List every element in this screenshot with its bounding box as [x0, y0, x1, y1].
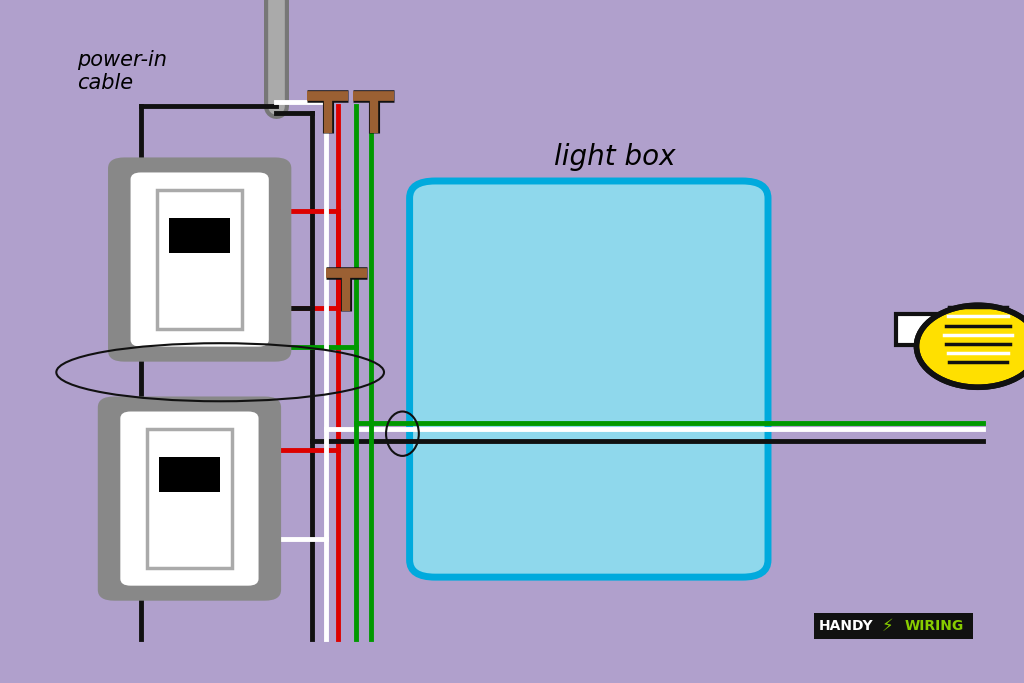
Circle shape — [916, 305, 1024, 387]
Bar — [158, 190, 243, 329]
Text: light box: light box — [554, 143, 675, 171]
Bar — [159, 457, 220, 492]
FancyBboxPatch shape — [109, 158, 292, 362]
Bar — [147, 429, 232, 568]
Text: WIRING: WIRING — [904, 619, 964, 632]
Bar — [169, 218, 230, 253]
Text: power-in
cable: power-in cable — [77, 50, 167, 94]
Bar — [814, 613, 973, 639]
FancyBboxPatch shape — [410, 181, 768, 577]
FancyBboxPatch shape — [131, 173, 268, 347]
FancyBboxPatch shape — [98, 396, 281, 601]
Text: ⚡: ⚡ — [882, 617, 894, 635]
Bar — [896, 314, 983, 345]
FancyBboxPatch shape — [121, 411, 258, 585]
Text: HANDY: HANDY — [819, 619, 873, 632]
